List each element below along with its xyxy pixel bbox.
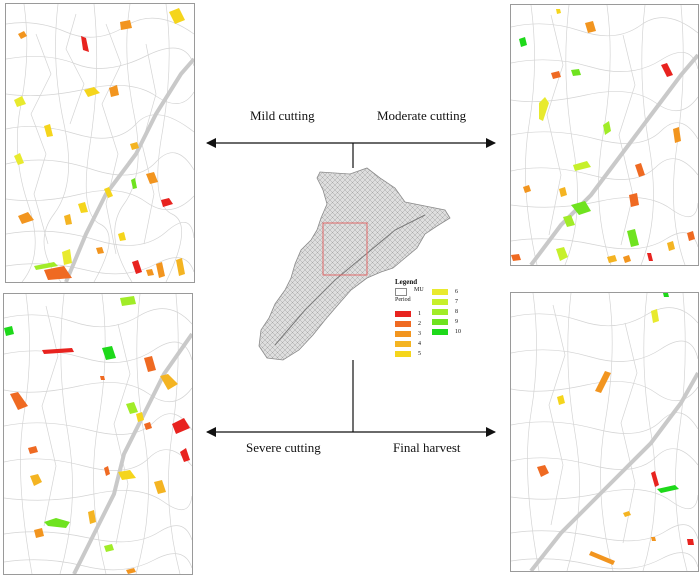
river <box>72 332 192 574</box>
legend-swatch <box>432 309 448 315</box>
final-harvest-label: Final harvest <box>393 440 461 455</box>
legend-period-6: 6 <box>432 288 472 297</box>
legend-period-5: 5 <box>395 350 435 359</box>
detail-extent-frame <box>322 222 368 276</box>
cutting-patches <box>4 296 190 574</box>
mu-boundaries <box>511 293 698 571</box>
legend-period-3: 3 <box>395 330 435 339</box>
moderate-cutting-label: Moderate cutting <box>377 108 467 123</box>
severe-cutting-map <box>3 293 193 575</box>
cutting-patches <box>537 293 694 565</box>
legend-swatch <box>395 351 411 357</box>
legend-swatch <box>432 329 448 335</box>
mu-swatch <box>395 288 407 296</box>
mu-label: MU <box>414 287 424 293</box>
mild-cutting-map <box>5 3 195 283</box>
legend-swatch <box>395 331 411 337</box>
river <box>529 372 698 571</box>
cutting-patches <box>511 9 695 263</box>
legend-swatch <box>395 311 411 317</box>
legend-period-4: 4 <box>395 340 435 349</box>
legend-period-10: 10 <box>432 328 472 337</box>
legend-period-label: 4 <box>418 341 421 347</box>
moderate-cutting-map <box>510 4 699 266</box>
legend-period-9: 9 <box>432 318 472 327</box>
legend-period-label: 9 <box>455 319 458 325</box>
legend-period-label: 3 <box>418 331 421 337</box>
legend-title: Legend <box>395 278 418 286</box>
final-harvest-map <box>510 292 699 572</box>
legend-swatch <box>432 319 448 325</box>
legend-period-label: 8 <box>455 309 458 315</box>
legend-period-2: 2 <box>395 320 435 329</box>
cutting-patches <box>14 8 185 280</box>
legend-period-label: 1 <box>418 311 421 317</box>
severe-cutting-label: Severe cutting <box>246 440 321 455</box>
upper-connector <box>206 138 496 168</box>
legend-period-1: 1 <box>395 310 435 319</box>
lower-connector <box>206 360 496 437</box>
legend-period-label: 6 <box>455 289 458 295</box>
legend: Legend MU Period 1 2 3 4 5 6 7 8 9 10 <box>392 278 467 362</box>
legend-period-7: 7 <box>432 298 472 307</box>
overview-map <box>258 167 451 361</box>
legend-swatch <box>395 341 411 347</box>
period-label: Period <box>395 297 411 303</box>
main-river <box>274 214 426 346</box>
legend-period-label: 2 <box>418 321 421 327</box>
legend-swatch <box>395 321 411 327</box>
legend-swatch <box>432 299 448 305</box>
legend-period-label: 7 <box>455 299 458 305</box>
river <box>64 57 194 282</box>
legend-period-label: 5 <box>418 351 421 357</box>
legend-swatch <box>432 289 448 295</box>
mild-cutting-label: Mild cutting <box>250 108 315 123</box>
river <box>529 53 698 265</box>
mu-boundaries <box>511 5 698 265</box>
mu-boundaries <box>4 294 192 574</box>
legend-period-8: 8 <box>432 308 472 317</box>
legend-period-label: 10 <box>455 329 461 335</box>
mu-boundaries <box>6 4 194 282</box>
